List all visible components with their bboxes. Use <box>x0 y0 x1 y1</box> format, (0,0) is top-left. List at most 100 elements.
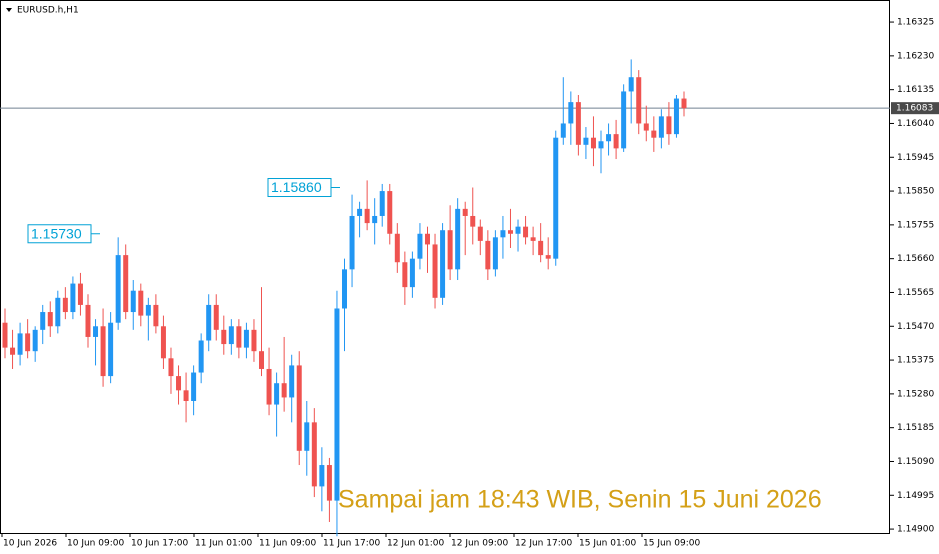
candle-body <box>583 137 589 145</box>
x-tick-label: 11 Jun 09:00 <box>259 539 316 549</box>
x-tick-label: 10 Jun 2026 <box>3 539 57 549</box>
candle-body <box>523 226 529 238</box>
candle-body <box>424 233 430 245</box>
candle-body <box>342 269 347 309</box>
candle-body <box>274 383 280 405</box>
candle-body <box>266 368 272 405</box>
candle-body <box>507 230 513 234</box>
candle-body <box>319 465 325 487</box>
candle-body <box>545 255 551 259</box>
y-tick-label: 1.15755 <box>897 220 934 230</box>
candle-body <box>402 262 408 288</box>
candle-body <box>123 255 129 313</box>
candle-body <box>62 297 68 313</box>
candle-body <box>621 91 627 149</box>
current-price-label: 1.16083 <box>896 104 933 114</box>
candle-body <box>326 465 332 501</box>
candle-body <box>115 255 121 323</box>
candle-body <box>198 340 204 373</box>
candle-body <box>651 130 657 138</box>
x-tick-label: 11 Jun 01:00 <box>195 539 252 549</box>
candle-body <box>40 312 46 330</box>
candle-body <box>568 102 574 124</box>
candle-body <box>85 304 91 337</box>
candle-body <box>613 134 619 149</box>
level-label: 1.15730 <box>31 225 82 241</box>
candle-body <box>47 312 53 327</box>
candle-body <box>379 191 385 216</box>
candle-body <box>485 240 491 270</box>
candle-body <box>108 322 114 377</box>
candle-body <box>251 329 257 352</box>
candle-body <box>100 326 106 377</box>
candle-body <box>145 304 151 316</box>
x-tick-label: 15 Jun 09:00 <box>643 539 700 549</box>
candle-body <box>191 372 197 401</box>
x-tick-label: 15 Jun 01:00 <box>579 539 636 549</box>
y-tick-label: 1.16135 <box>897 85 934 95</box>
candle-body <box>606 134 612 142</box>
candle-body <box>364 208 370 224</box>
candle-body <box>213 304 219 330</box>
candle-body <box>492 237 498 270</box>
y-tick-label: 1.16230 <box>897 51 934 61</box>
candle-body <box>590 137 596 149</box>
y-tick-label: 1.15565 <box>897 288 934 298</box>
candle-body <box>387 191 393 234</box>
y-tick-label: 1.14900 <box>897 525 934 535</box>
y-tick-label: 1.14995 <box>897 491 934 501</box>
candle-body <box>206 304 212 341</box>
candle-body <box>311 422 317 487</box>
candle-body <box>628 77 634 92</box>
y-tick-label: 1.15470 <box>897 322 934 332</box>
candle-body <box>432 244 438 298</box>
candle-body <box>666 116 672 135</box>
candle-body <box>560 123 566 138</box>
current-price-box <box>891 102 939 115</box>
candle-body <box>259 351 265 369</box>
candle-body <box>228 326 234 345</box>
x-tick-label: 11 Jun 17:00 <box>323 539 380 549</box>
candle-body <box>93 326 99 337</box>
candle-body <box>221 329 227 345</box>
candle-body <box>70 283 76 313</box>
y-tick-label: 1.16040 <box>897 119 934 129</box>
candle-body <box>289 365 295 398</box>
level-label: 1.15860 <box>271 179 322 195</box>
y-tick-label: 1.16325 <box>897 18 934 28</box>
candle-body <box>681 98 687 109</box>
annotation: Sampai jam 18:43 WIB, Senin 15 Juni 2026 <box>338 486 822 514</box>
y-tick-label: 1.15660 <box>897 254 934 264</box>
candle-body <box>658 116 664 138</box>
candle-body <box>183 390 189 401</box>
y-tick-label: 1.15185 <box>897 423 934 433</box>
candle-body <box>153 304 159 327</box>
x-tick-label: 10 Jun 17:00 <box>131 539 188 549</box>
y-tick-label: 1.15090 <box>897 457 934 467</box>
y-tick-label: 1.15375 <box>897 356 934 366</box>
candle-body <box>440 230 446 298</box>
candle-body <box>417 233 423 259</box>
candle-body <box>25 333 31 352</box>
x-tick-label: 12 Jun 17:00 <box>515 539 572 549</box>
candle-body <box>357 208 363 216</box>
candle-body <box>176 376 182 391</box>
candle-body <box>515 226 521 234</box>
candle-body <box>77 283 83 305</box>
dropdown-icon[interactable] <box>6 8 12 12</box>
candle-body <box>643 123 649 131</box>
symbol-title: EURUSD.h,H1 <box>17 6 79 16</box>
y-tick-label: 1.15280 <box>897 389 934 399</box>
candle-body <box>673 98 679 135</box>
x-tick-label: 12 Jun 09:00 <box>451 539 508 549</box>
candle-body <box>2 322 8 348</box>
y-tick-label: 1.15850 <box>897 187 934 197</box>
candle-body <box>296 365 302 451</box>
candle-body <box>349 215 355 270</box>
candle-body <box>160 326 166 359</box>
candle-body <box>334 308 340 501</box>
candle-body <box>138 290 144 316</box>
candle-body <box>32 329 38 352</box>
candle-body <box>462 208 468 216</box>
